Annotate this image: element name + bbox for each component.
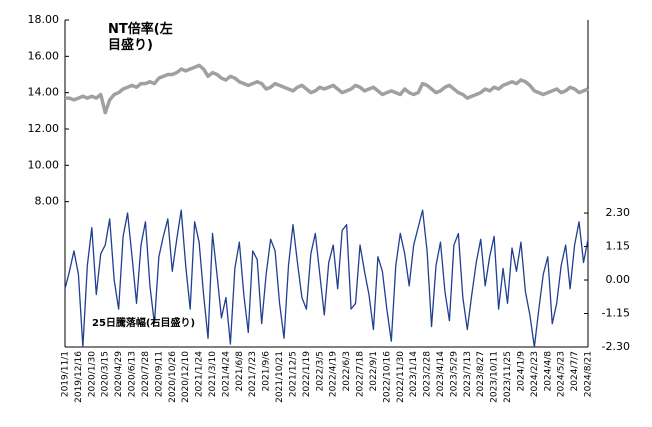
x-tick-label: 2020/6/13 xyxy=(128,351,138,397)
x-tick-label: 2023/11/25 xyxy=(503,351,513,403)
x-tick-label: 2022/1/19 xyxy=(302,351,312,397)
y2-tick-label: 1.15 xyxy=(606,240,631,253)
x-tick-label: 2021/1/24 xyxy=(195,351,205,397)
x-tick-label: 2022/11/30 xyxy=(396,351,406,403)
x-tick-label: 2022/4/19 xyxy=(329,351,339,397)
x-tick-label: 2023/1/14 xyxy=(409,351,419,397)
y-tick-label: 14.00 xyxy=(28,86,60,99)
x-tick-label: 2024/4/8 xyxy=(543,351,553,392)
x-tick-label: 2020/1/30 xyxy=(87,351,97,397)
x-tick-label: 2021/9/6 xyxy=(262,351,272,392)
x-tick-label: 2023/7/13 xyxy=(463,351,473,397)
x-tick-label: 2021/7/23 xyxy=(248,351,258,397)
right-axis-note: 25日騰落幅(右目盛り) xyxy=(92,318,196,329)
x-tick-label: 2021/4/24 xyxy=(221,351,231,397)
x-tick-label: 2022/7/18 xyxy=(356,351,366,397)
x-tick-label: 2020/4/29 xyxy=(114,351,124,397)
series-line xyxy=(64,209,589,348)
x-tick-label: 2023/2/28 xyxy=(423,351,433,397)
series-line xyxy=(65,63,589,115)
y-tick-label: 10.00 xyxy=(28,158,60,171)
x-tick-label: 2022/3/5 xyxy=(315,351,325,391)
x-tick-label: 2021/3/10 xyxy=(208,351,218,397)
x-tick-label: 2020/7/28 xyxy=(141,351,151,397)
x-tick-label: 2022/10/16 xyxy=(382,351,392,403)
x-tick-label: 2023/10/11 xyxy=(490,351,500,403)
y2-tick-label: -2.30 xyxy=(602,340,630,353)
x-tick-label: 2021/12/5 xyxy=(288,351,298,397)
y2-tick-label: 2.30 xyxy=(606,206,631,219)
x-tick-label: 2024/5/23 xyxy=(557,351,567,397)
y-tick-label: 12.00 xyxy=(28,122,60,135)
x-tick-label: 2019/11/1 xyxy=(61,351,71,397)
y-tick-label: 18.00 xyxy=(28,13,60,26)
x-tick-label: 2021/6/8 xyxy=(235,351,245,392)
y-tick-label: 16.00 xyxy=(28,49,60,62)
x-tick-label: 2020/10/26 xyxy=(168,351,178,403)
x-tick-label: 2024/1/9 xyxy=(516,351,526,392)
x-tick-label: 2023/5/29 xyxy=(449,351,459,397)
x-tick-label: 2020/12/10 xyxy=(181,351,191,403)
x-tick-label: 2022/6/3 xyxy=(342,351,352,391)
x-tick-label: 2023/8/27 xyxy=(476,351,486,397)
x-tick-label: 2019/12/16 xyxy=(74,351,84,403)
x-tick-label: 2020/9/11 xyxy=(154,351,164,397)
x-tick-label: 2024/7/7 xyxy=(570,351,580,391)
y-tick-label: 8.00 xyxy=(35,195,60,208)
x-tick-label: 2024/2/23 xyxy=(530,351,540,397)
y2-tick-label: 0.00 xyxy=(606,273,631,286)
x-tick-label: 2022/9/1 xyxy=(369,351,379,391)
x-tick-label: 2020/3/15 xyxy=(101,351,111,397)
x-tick-label: 2021/10/21 xyxy=(275,351,285,403)
x-tick-label: 2024/8/21 xyxy=(584,351,594,397)
x-tick-label: 2023/4/14 xyxy=(436,351,446,397)
left-axis-note: NT倍率(左目盛り) xyxy=(108,22,173,53)
y2-tick-label: -1.15 xyxy=(602,307,630,320)
